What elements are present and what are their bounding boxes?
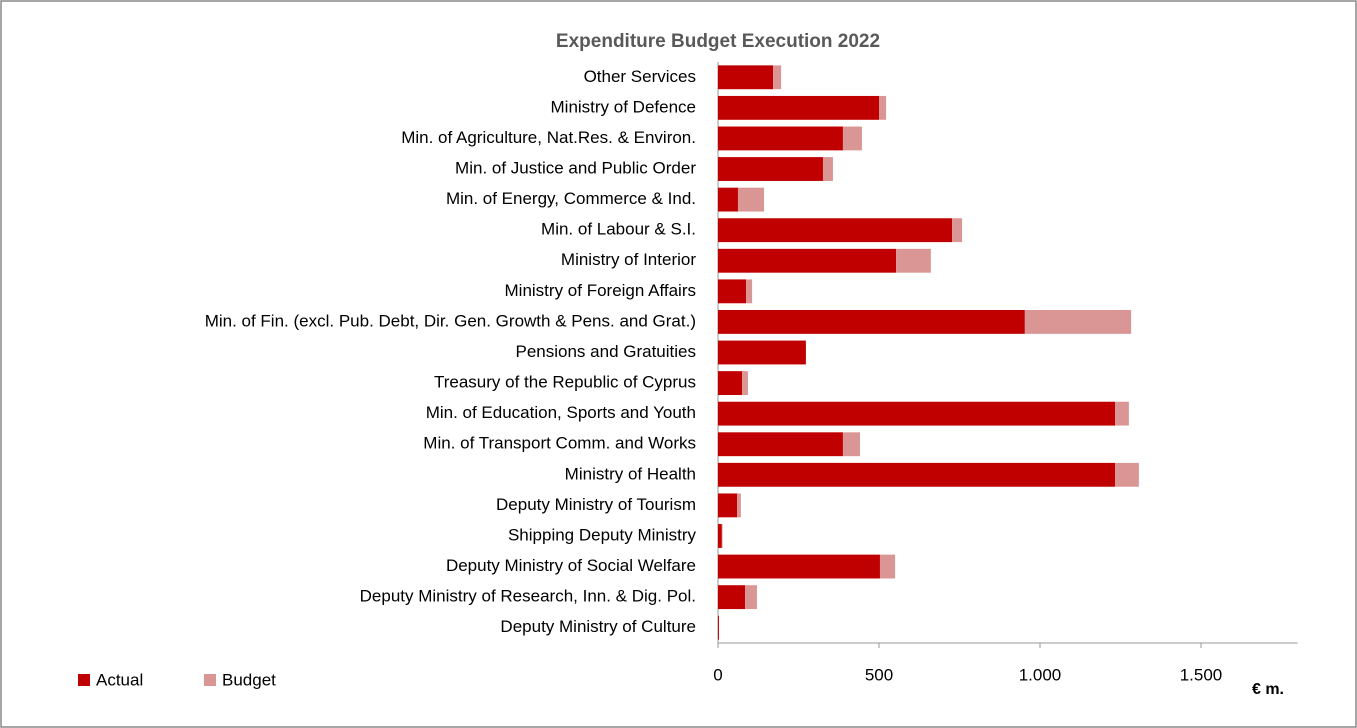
legend-swatch bbox=[204, 674, 216, 686]
y-tick-label: Deputy Ministry of Social Welfare bbox=[446, 556, 696, 575]
bar-segment bbox=[718, 554, 880, 579]
bar-segment bbox=[718, 371, 743, 396]
y-tick-label: Ministry of Defence bbox=[551, 97, 697, 116]
bar-segment bbox=[822, 157, 833, 181]
bar-segment bbox=[742, 371, 748, 396]
bar-segment bbox=[718, 340, 806, 365]
bar-segment bbox=[745, 585, 757, 610]
bar-segment bbox=[746, 279, 753, 304]
legend-swatch bbox=[78, 674, 90, 686]
legend-label: Budget bbox=[222, 670, 276, 689]
bar-segment bbox=[718, 432, 843, 457]
bar-segment bbox=[718, 126, 843, 151]
bar-segment bbox=[773, 65, 782, 90]
y-tick-label: Ministry of Health bbox=[565, 464, 696, 483]
bar-segment bbox=[1115, 401, 1129, 426]
y-tick-label: Deputy Ministry of Tourism bbox=[496, 495, 696, 514]
bar-segment bbox=[879, 95, 887, 120]
bar-segment bbox=[718, 462, 1116, 487]
y-tick-label: Ministry of Interior bbox=[561, 250, 696, 269]
x-tick-label: 500 bbox=[865, 665, 893, 684]
bar-segment bbox=[718, 401, 1116, 426]
bar-segment bbox=[718, 95, 879, 120]
bar-segment bbox=[896, 248, 931, 273]
bar-segment bbox=[721, 524, 723, 548]
x-axis-label: € m. bbox=[1252, 681, 1284, 698]
x-tick-label: 0 bbox=[713, 665, 722, 684]
y-tick-label: Shipping Deputy Ministry bbox=[508, 525, 697, 544]
y-tick-label: Min. of Energy, Commerce & Ind. bbox=[446, 189, 696, 208]
bar-segment bbox=[718, 309, 1025, 334]
bar-segment bbox=[879, 554, 896, 579]
y-tick-label: Min. of Fin. (excl. Pub. Debt, Dir. Gen.… bbox=[205, 311, 696, 330]
y-tick-label: Pensions and Gratuities bbox=[516, 342, 697, 361]
bar-segment bbox=[1024, 309, 1132, 334]
bar-segment bbox=[1115, 462, 1139, 487]
bar-segment bbox=[842, 432, 861, 457]
bar-segment bbox=[952, 218, 963, 243]
bar-segment bbox=[718, 615, 719, 640]
bar-segment bbox=[718, 493, 737, 518]
bar-segment bbox=[718, 65, 774, 90]
bar-segment bbox=[736, 493, 741, 518]
y-tick-label: Treasury of the Republic of Cyprus bbox=[434, 373, 696, 392]
chart-title: Expenditure Budget Execution 2022 bbox=[556, 31, 880, 52]
bar-segment bbox=[718, 187, 738, 212]
bar-segment bbox=[842, 126, 862, 151]
y-tick-label: Min. of Labour & S.I. bbox=[541, 220, 696, 239]
bar-segment bbox=[718, 279, 747, 304]
y-tick-label: Min. of Education, Sports and Youth bbox=[426, 403, 696, 422]
bar-segment bbox=[718, 585, 746, 610]
y-tick-label: Other Services bbox=[584, 67, 696, 86]
y-tick-label: Min. of Agriculture, Nat.Res. & Environ. bbox=[401, 128, 696, 147]
bar-segment bbox=[718, 218, 953, 243]
x-tick-label: 1.000 bbox=[1019, 665, 1062, 684]
y-tick-label: Deputy Ministry of Research, Inn. & Dig.… bbox=[360, 587, 696, 606]
x-tick-label: 1.500 bbox=[1180, 665, 1223, 684]
legend-label: Actual bbox=[96, 670, 143, 689]
y-tick-label: Min. of Transport Comm. and Works bbox=[423, 434, 696, 453]
bar-segment bbox=[718, 524, 722, 548]
bar-segment bbox=[718, 248, 897, 273]
bar-segment bbox=[737, 187, 765, 212]
y-tick-label: Deputy Ministry of Culture bbox=[500, 617, 696, 636]
y-tick-label: Min. of Justice and Public Order bbox=[455, 159, 696, 178]
bar-segment bbox=[718, 157, 823, 181]
y-tick-label: Ministry of Foreign Affairs bbox=[505, 281, 696, 300]
